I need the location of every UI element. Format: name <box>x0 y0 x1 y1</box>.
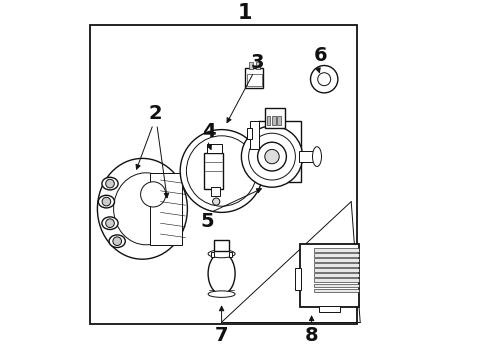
Ellipse shape <box>114 173 178 245</box>
Text: 4: 4 <box>202 122 216 141</box>
Bar <box>256 62 260 69</box>
Bar <box>245 68 263 88</box>
Circle shape <box>265 149 279 164</box>
Bar <box>300 244 359 307</box>
Bar <box>314 274 359 277</box>
Text: 3: 3 <box>251 54 264 72</box>
Text: 1: 1 <box>238 3 252 23</box>
Circle shape <box>106 219 114 228</box>
Ellipse shape <box>102 177 118 190</box>
Circle shape <box>180 130 263 212</box>
Text: 8: 8 <box>305 326 318 345</box>
Text: 6: 6 <box>314 46 327 65</box>
Bar <box>248 62 253 69</box>
Text: 5: 5 <box>200 212 214 231</box>
Circle shape <box>248 133 295 180</box>
Bar <box>314 284 359 287</box>
Text: 2: 2 <box>148 104 162 123</box>
Bar <box>211 187 220 196</box>
Ellipse shape <box>208 291 235 297</box>
Circle shape <box>113 237 122 246</box>
Bar <box>314 279 359 282</box>
Bar <box>250 121 259 149</box>
Ellipse shape <box>102 217 118 230</box>
Ellipse shape <box>109 235 125 248</box>
Bar <box>277 116 281 125</box>
Bar <box>319 306 341 312</box>
Text: 7: 7 <box>215 326 228 345</box>
Bar <box>314 258 359 262</box>
Ellipse shape <box>208 253 235 294</box>
Ellipse shape <box>98 158 187 259</box>
Circle shape <box>186 136 257 206</box>
Bar <box>247 128 252 139</box>
Bar <box>314 289 359 292</box>
Bar <box>265 108 285 128</box>
Bar <box>272 116 275 125</box>
Bar <box>229 252 232 257</box>
Bar <box>314 253 359 257</box>
Circle shape <box>102 197 111 206</box>
Bar <box>314 269 359 272</box>
Bar <box>149 173 182 245</box>
Bar <box>267 116 270 125</box>
Circle shape <box>258 142 286 171</box>
Bar <box>258 121 301 182</box>
Bar <box>215 240 229 251</box>
Circle shape <box>141 182 166 207</box>
Bar <box>294 268 301 290</box>
Bar <box>247 74 262 86</box>
Circle shape <box>106 179 114 188</box>
Bar <box>90 25 357 324</box>
Circle shape <box>318 73 331 86</box>
Bar <box>204 153 223 189</box>
Bar <box>207 144 221 153</box>
Circle shape <box>311 66 338 93</box>
Circle shape <box>242 126 303 187</box>
Ellipse shape <box>313 147 321 166</box>
Bar <box>299 151 317 162</box>
Circle shape <box>213 198 220 205</box>
Bar <box>314 248 359 252</box>
Bar <box>211 252 215 257</box>
Ellipse shape <box>98 195 115 208</box>
Ellipse shape <box>208 250 235 258</box>
Bar <box>314 264 359 267</box>
